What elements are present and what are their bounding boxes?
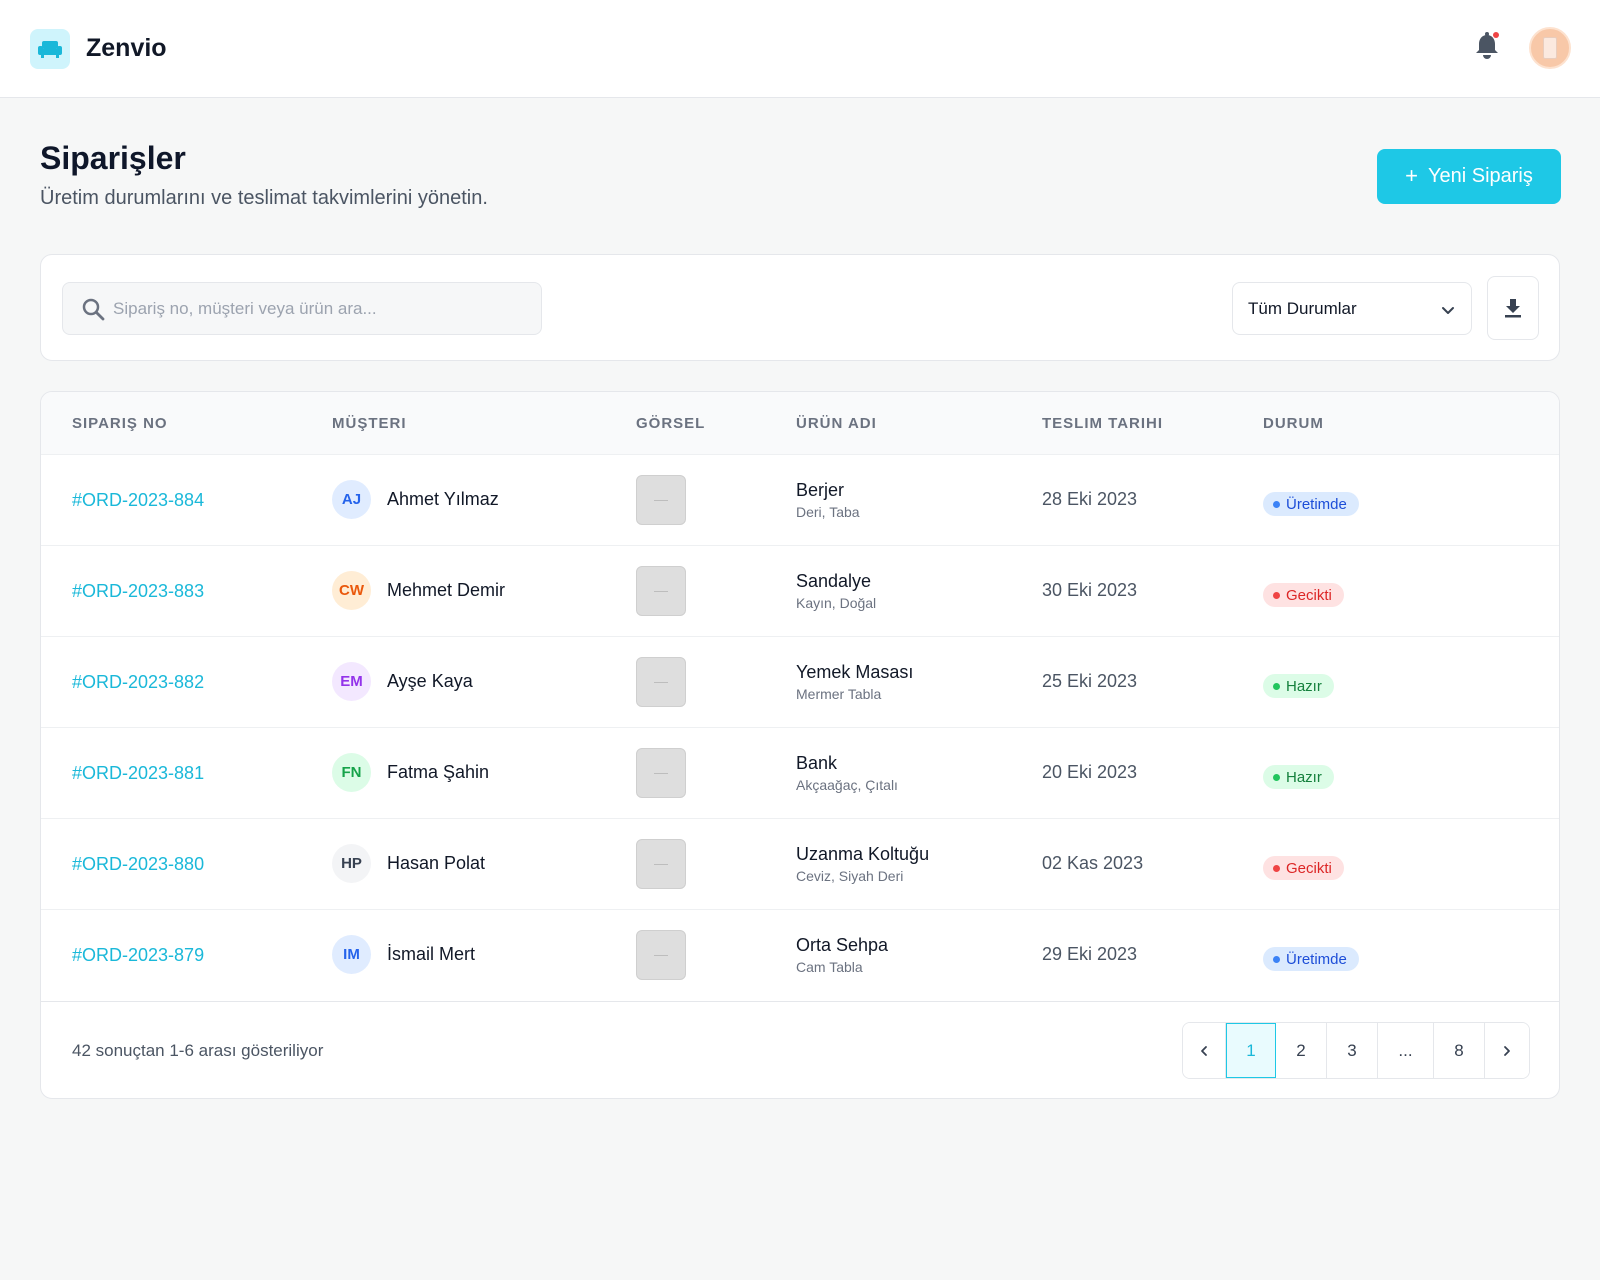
download-icon [1505,299,1521,318]
order-link[interactable]: #ORD-2023-879 [72,945,205,965]
delivery-date: 25 Eki 2023 [1042,671,1138,691]
search-box[interactable] [62,282,542,335]
customer-name: Hasan Polat [387,853,486,873]
product-detail: Cam Tabla [796,959,863,975]
status-filter-value: Tüm Durumlar [1248,299,1357,318]
sofa-icon[interactable] [30,29,70,69]
prev-page-button[interactable] [1183,1023,1226,1078]
table-row[interactable]: #ORD-2023-884 AJ Ahmet Yılmaz Berjer Der… [41,454,1559,545]
status-badge: Hazır [1263,674,1334,698]
customer-name: İsmail Mert [387,944,476,964]
product-name: Bank [796,753,838,773]
table-footer: 42 sonuçtan 1-6 arası gösteriliyor 1 2 3… [41,1001,1559,1098]
page-button-1[interactable]: 1 [1226,1023,1276,1078]
order-link[interactable]: #ORD-2023-882 [72,672,205,692]
status-badge: Gecikti [1263,583,1344,607]
product-name: Sandalye [796,571,872,591]
order-link[interactable]: #ORD-2023-884 [72,490,205,510]
product-detail: Mermer Tabla [796,686,882,702]
order-link[interactable]: #ORD-2023-880 [72,854,205,874]
delivery-date: 02 Kas 2023 [1042,853,1144,873]
filter-bar: Tüm Durumlar [40,254,1560,361]
column-header-product[interactable]: ÜRÜN ADI [796,415,877,432]
delivery-date: 29 Eki 2023 [1042,944,1138,964]
status-badge: Hazır [1263,765,1334,789]
customer-avatar: FN [332,753,371,792]
bell-icon[interactable] [1474,32,1500,60]
table-row[interactable]: #ORD-2023-882 EM Ayşe Kaya Yemek Masası … [41,636,1559,727]
product-detail: Kayın, Doğal [796,595,877,611]
page-subtitle: Üretim durumlarını ve teslimat takvimler… [40,187,488,209]
search-input[interactable] [113,283,533,334]
customer-name: Fatma Şahin [387,762,490,782]
customer-avatar: AJ [332,480,371,519]
brand-name[interactable]: Zenvio [86,34,167,62]
notification-dot [1493,32,1499,38]
customer-avatar: HP [332,844,371,883]
status-badge: Gecikti [1263,856,1344,880]
chevron-down-icon [1442,307,1454,314]
page-button-8[interactable]: 8 [1434,1023,1485,1078]
order-link[interactable]: #ORD-2023-883 [72,581,205,601]
page-button-3[interactable]: 3 [1327,1023,1378,1078]
product-image[interactable] [636,475,686,525]
chevron-left-icon [1201,1045,1207,1056]
result-count: 42 sonuçtan 1-6 arası gösteriliyor [72,1041,324,1060]
product-image[interactable] [636,748,686,798]
product-name: Yemek Masası [796,662,914,682]
table-row[interactable]: #ORD-2023-879 IM İsmail Mert Orta Sehpa … [41,909,1559,1000]
new-order-button[interactable]: + Yeni Sipariş [1377,149,1561,204]
download-button[interactable] [1487,276,1539,340]
top-bar: Zenvio [0,0,1600,98]
delivery-date: 28 Eki 2023 [1042,489,1138,509]
order-link[interactable]: #ORD-2023-881 [72,763,205,783]
product-detail: Akçaağaç, Çıtalı [796,777,898,793]
product-image[interactable] [636,930,686,980]
table-row[interactable]: #ORD-2023-881 FN Fatma Şahin Bank Akçaağ… [41,727,1559,818]
page-button-2[interactable]: 2 [1276,1023,1327,1078]
product-name: Uzanma Koltuğu [796,844,930,864]
product-image[interactable] [636,657,686,707]
next-page-button[interactable] [1485,1023,1529,1078]
column-header-order[interactable]: SIPARIŞ NO [72,415,168,432]
table-row[interactable]: #ORD-2023-880 HP Hasan Polat Uzanma Kolt… [41,818,1559,909]
product-detail: Ceviz, Siyah Deri [796,868,904,884]
customer-name: Ahmet Yılmaz [387,489,499,509]
product-name: Berjer [796,480,845,500]
product-name: Orta Sehpa [796,935,889,955]
delivery-date: 20 Eki 2023 [1042,762,1138,782]
product-image[interactable] [636,566,686,616]
status-filter-select[interactable]: Tüm Durumlar [1232,282,1472,335]
new-order-label: Yeni Sipariş [1427,165,1533,187]
product-detail: Deri, Taba [796,504,860,520]
table-header: SIPARIŞ NO MÜŞTERI GÖRSEL ÜRÜN ADI TESLI… [41,392,1559,454]
customer-avatar: CW [332,571,371,610]
customer-avatar: IM [332,935,371,974]
column-header-status[interactable]: DURUM [1263,415,1324,432]
product-image[interactable] [636,839,686,889]
customer-name: Ayşe Kaya [387,671,473,691]
delivery-date: 30 Eki 2023 [1042,580,1138,600]
search-icon [82,298,105,321]
table-row[interactable]: #ORD-2023-883 CW Mehmet Demir Sandalye K… [41,545,1559,636]
orders-table: SIPARIŞ NO MÜŞTERI GÖRSEL ÜRÜN ADI TESLI… [40,391,1560,1099]
chevron-right-icon [1504,1045,1510,1056]
status-badge: Üretimde [1263,492,1359,516]
customer-name: Mehmet Demir [387,580,506,600]
page-ellipsis: ... [1378,1023,1434,1078]
column-header-delivery-date[interactable]: TESLIM TARIHI [1042,415,1164,432]
customer-avatar: EM [332,662,371,701]
status-badge: Üretimde [1263,947,1359,971]
user-avatar[interactable] [1529,27,1571,69]
plus-icon: + [1405,162,1418,188]
page-title: Siparişler [40,140,186,176]
column-header-image: GÖRSEL [636,415,706,432]
column-header-customer[interactable]: MÜŞTERI [332,415,407,432]
pagination: 1 2 3 ... 8 [1182,1022,1530,1079]
